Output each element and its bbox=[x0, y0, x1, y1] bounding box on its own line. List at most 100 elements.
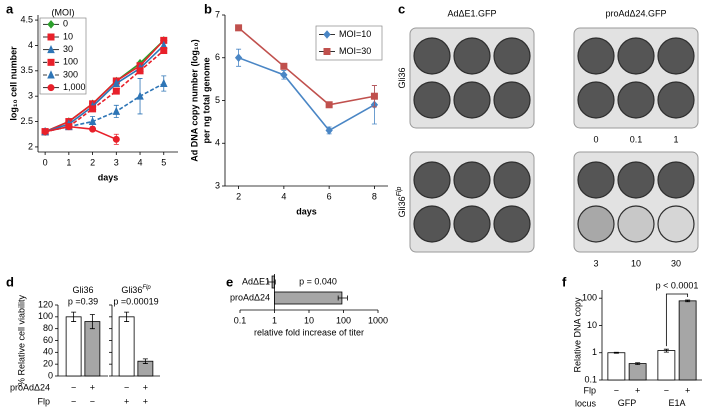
group-name: Gli36 bbox=[121, 285, 142, 295]
x-tick-label: 3 bbox=[114, 157, 119, 167]
well bbox=[657, 205, 695, 243]
bar bbox=[657, 350, 676, 381]
group-label: Gli36Flp bbox=[121, 285, 151, 296]
p-value: p < 0.0001 bbox=[656, 280, 699, 290]
y-tick-label: 0 bbox=[48, 370, 53, 380]
legend-title: (MOI) bbox=[52, 7, 75, 17]
legend-label: 300 bbox=[63, 69, 78, 79]
marker bbox=[112, 87, 120, 95]
y-tick-label: 2 bbox=[28, 141, 33, 151]
marker bbox=[89, 105, 97, 113]
group-name: GFP bbox=[618, 398, 637, 408]
x-axis-label: days bbox=[296, 206, 317, 216]
well bbox=[493, 205, 531, 243]
row-sign: − bbox=[71, 396, 76, 406]
error-bar bbox=[71, 311, 77, 322]
marker bbox=[325, 126, 333, 135]
x-tick-label: 10 bbox=[304, 315, 314, 325]
well bbox=[657, 37, 695, 75]
well bbox=[577, 37, 615, 75]
series-line bbox=[238, 27, 375, 106]
well bbox=[493, 81, 531, 119]
y-tick-label: 4 bbox=[28, 40, 33, 50]
well bbox=[617, 161, 655, 199]
marker bbox=[136, 91, 144, 100]
marker bbox=[47, 20, 55, 29]
y-tick-label: 0.1 bbox=[584, 374, 597, 384]
x-tick-label: 2 bbox=[90, 157, 95, 167]
row-sign: + bbox=[124, 396, 129, 406]
well bbox=[617, 81, 655, 119]
x-tick-label: 1 bbox=[66, 157, 71, 167]
error-bar bbox=[267, 279, 276, 285]
y-tick-label: 3 bbox=[215, 180, 220, 190]
marker bbox=[323, 30, 331, 39]
panel-letter: e bbox=[226, 274, 233, 289]
x-tick-label: 5 bbox=[161, 157, 166, 167]
row-sign: + bbox=[90, 382, 95, 392]
bar bbox=[84, 321, 101, 377]
well bbox=[453, 81, 491, 119]
y-axis-label: % Relative cell viability bbox=[16, 294, 26, 386]
y-tick-label: 40 bbox=[43, 347, 53, 357]
legend-label: 10 bbox=[63, 31, 73, 41]
well bbox=[413, 205, 451, 243]
well bbox=[577, 205, 615, 243]
p-value: p = 0.040 bbox=[299, 276, 337, 286]
moi-label: 30 bbox=[671, 258, 681, 268]
legend-label: 1,000 bbox=[63, 82, 86, 92]
marker bbox=[47, 44, 55, 54]
category-label: AdΔE1 bbox=[242, 276, 270, 286]
column-header: proAdΔ24.GFP bbox=[605, 8, 666, 18]
marker bbox=[41, 128, 49, 136]
row-sign: − bbox=[614, 385, 619, 395]
x-tick-label: 4 bbox=[281, 191, 286, 201]
legend-box bbox=[39, 17, 87, 95]
y-tick-label: 100 bbox=[582, 293, 597, 303]
marker bbox=[112, 78, 121, 87]
marker bbox=[65, 123, 73, 131]
x-tick-label: 8 bbox=[372, 191, 377, 201]
marker bbox=[88, 116, 97, 126]
moi-label: 10 bbox=[631, 258, 641, 268]
group-label: GFP bbox=[618, 398, 637, 408]
significance-bracket bbox=[665, 293, 689, 347]
moi-label: 1 bbox=[673, 134, 678, 144]
x-axis-label: days bbox=[98, 172, 119, 182]
group-name: Gli36 bbox=[72, 285, 93, 295]
row-name: Gli36 bbox=[397, 196, 407, 217]
y-tick-label: 10 bbox=[587, 320, 597, 330]
legend-label: 30 bbox=[63, 44, 73, 54]
well bbox=[617, 205, 655, 243]
legend-label: MOI=10 bbox=[339, 29, 371, 39]
y-axis-label: log₁₀ cell number bbox=[8, 46, 18, 121]
marker bbox=[234, 53, 243, 63]
error-bar bbox=[663, 348, 669, 353]
bar bbox=[628, 363, 647, 381]
well bbox=[453, 205, 491, 243]
well bbox=[493, 37, 531, 75]
series-line bbox=[238, 57, 375, 132]
well bbox=[577, 81, 615, 119]
row-label: Flp bbox=[583, 385, 596, 395]
marker bbox=[323, 48, 331, 55]
y-axis-label: Ad DNA copy number (log₁₀) bbox=[189, 39, 199, 161]
error-bar bbox=[124, 311, 130, 322]
row-name-sup: Flp bbox=[396, 187, 403, 197]
well bbox=[413, 81, 451, 119]
error-bar bbox=[337, 295, 348, 301]
well bbox=[453, 37, 491, 75]
x-tick-label: 2 bbox=[236, 191, 241, 201]
group-name: E1A bbox=[668, 398, 685, 408]
legend-label: 100 bbox=[63, 57, 78, 67]
row-sign: + bbox=[143, 382, 148, 392]
error-bar bbox=[89, 314, 95, 330]
y-tick-label: 5 bbox=[215, 95, 220, 105]
row-sign: − bbox=[664, 385, 669, 395]
series-line bbox=[44, 44, 165, 133]
legend-label: MOI=30 bbox=[339, 46, 371, 56]
marker bbox=[47, 84, 55, 92]
moi-label: 0 bbox=[593, 134, 598, 144]
y-tick-label: 3.5 bbox=[20, 65, 33, 75]
row-sign: + bbox=[685, 385, 690, 395]
